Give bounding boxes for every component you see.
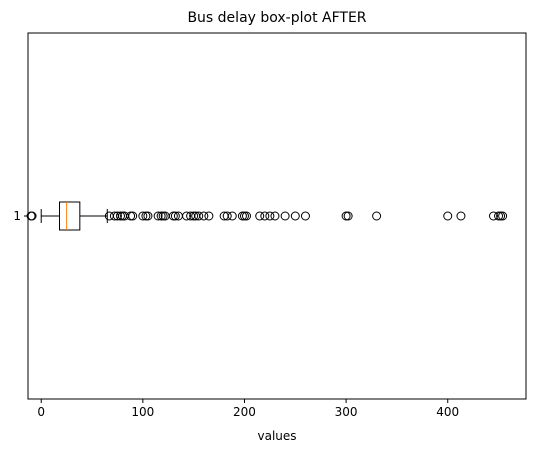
- x-tick-label: 0: [37, 405, 45, 419]
- outlier-point: [170, 211, 180, 221]
- x-tick-label: 100: [131, 405, 154, 419]
- outlier-point: [280, 211, 290, 221]
- chart-title: Bus delay box-plot AFTER: [187, 10, 366, 26]
- outlier-point: [194, 211, 204, 221]
- outlier-point: [290, 211, 300, 221]
- outlier-point: [341, 211, 351, 221]
- outlier-point: [143, 211, 153, 221]
- outlier-point: [118, 211, 128, 221]
- outlier-point: [227, 211, 237, 221]
- outlier-point: [372, 211, 382, 221]
- outlier-point: [128, 211, 138, 221]
- x-tick-label: 300: [335, 405, 358, 419]
- outlier-point: [138, 211, 148, 221]
- outlier-point: [239, 211, 249, 221]
- outlier-point: [498, 211, 508, 221]
- outlier-point: [260, 211, 270, 221]
- outlier-point: [222, 211, 232, 221]
- outlier-point: [199, 211, 209, 221]
- outlier-point: [204, 211, 214, 221]
- outlier-point: [300, 211, 310, 221]
- x-tick-label: 400: [436, 405, 459, 419]
- outlier-point: [126, 211, 136, 221]
- outlier-point: [112, 211, 122, 221]
- outlier-point: [265, 211, 275, 221]
- y-tick-label: 1: [13, 209, 21, 223]
- iqr-box: [59, 201, 81, 231]
- outlier-point: [242, 211, 252, 221]
- outlier-point: [456, 211, 466, 221]
- outlier-point: [488, 211, 498, 221]
- outlier-point: [27, 211, 37, 221]
- plot-area: 0 100 200 300 400 1: [13, 32, 527, 419]
- outlier-point: [255, 211, 265, 221]
- outlier-point: [443, 211, 453, 221]
- outlier-point: [343, 211, 353, 221]
- x-axis-label: values: [257, 429, 296, 443]
- outlier-point: [270, 211, 280, 221]
- outlier-point: [158, 211, 168, 221]
- outlier-point: [153, 211, 163, 221]
- x-tick-label: 200: [233, 405, 256, 419]
- outlier-point: [182, 211, 192, 221]
